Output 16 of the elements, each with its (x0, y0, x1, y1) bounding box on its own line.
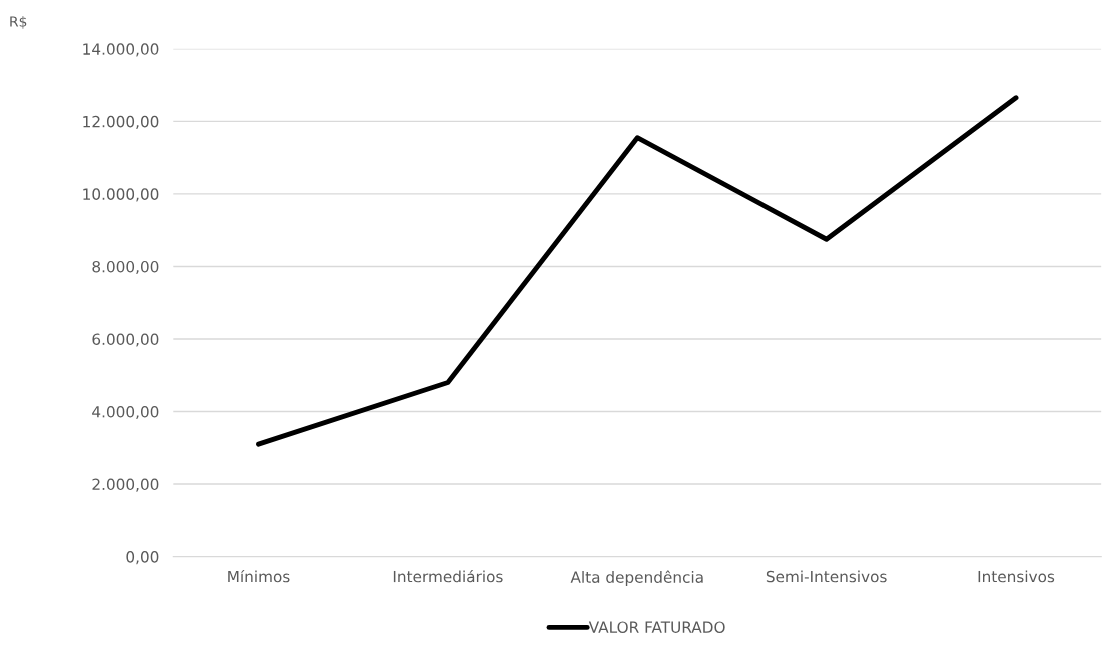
y-tick-label: 14.000,00 (83, 43, 159, 57)
y-tick-label: 0,00 (126, 551, 159, 565)
y-tick-label: 12.000,00 (83, 115, 159, 129)
legend-label: VALOR FATURADO (588, 621, 725, 633)
y-tick-label: 8.000,00 (92, 260, 159, 275)
x-tick-label: Semi-Intensivos (766, 570, 887, 583)
x-tick-label: Intermediários (393, 569, 503, 583)
line-series (256, 95, 1019, 447)
y-tick-label: 4.000,00 (92, 405, 159, 420)
y-axis-title: R$ (10, 16, 27, 29)
x-tick-label: Mínimos (228, 569, 290, 583)
y-tick-label: 6.000,00 (92, 333, 159, 347)
y-tick-label: 2.000,00 (92, 478, 159, 492)
y-tick-label: 10.000,00 (83, 188, 159, 202)
x-tick-label: Alta dependência (570, 570, 703, 586)
x-tick-label: Intensivos (978, 570, 1055, 583)
